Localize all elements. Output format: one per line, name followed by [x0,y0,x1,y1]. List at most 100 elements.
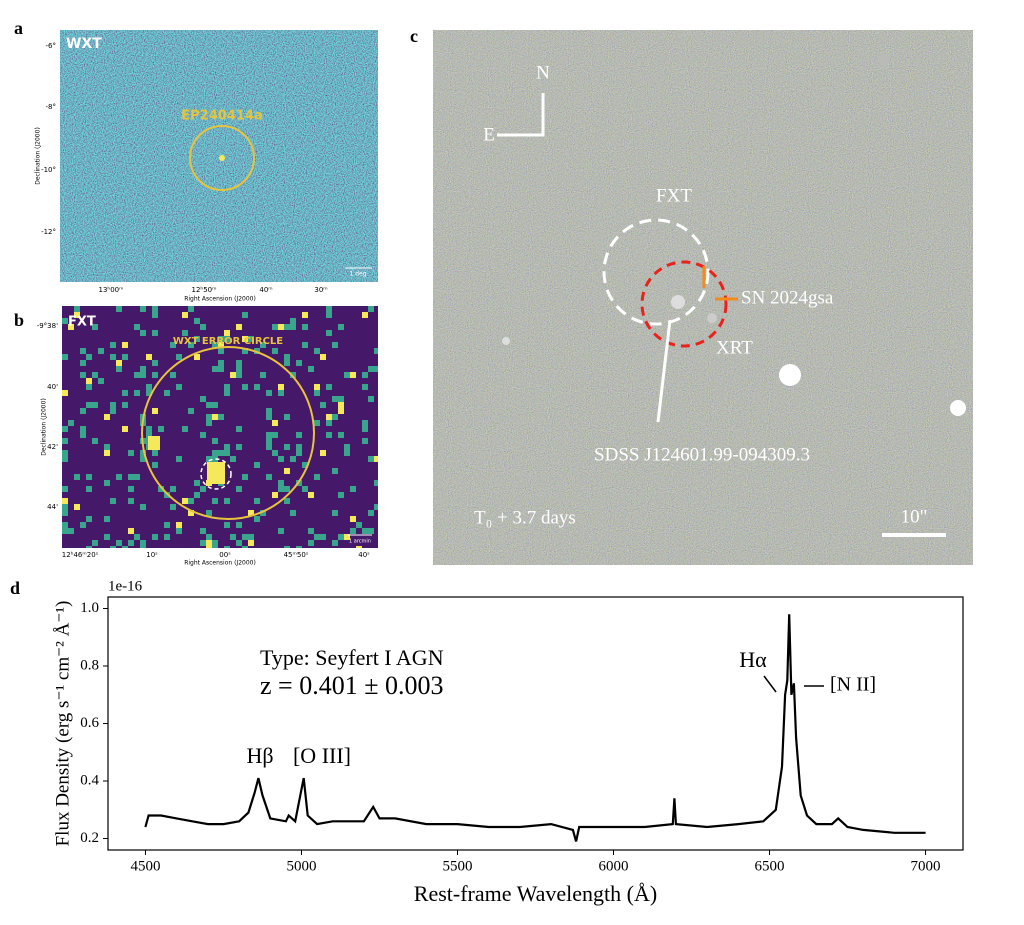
pixel [110,546,116,548]
pixel [182,498,188,504]
pixel [140,540,146,546]
pixel [296,432,302,438]
pixel [62,498,68,504]
panel-letter: a [14,18,23,38]
pixel [206,540,212,546]
pixel [224,330,230,336]
bright-pixel [207,462,225,484]
pixel [350,486,356,492]
pixel [140,504,146,510]
pixel [188,510,194,516]
pixel [290,318,296,324]
pixel [236,366,242,372]
pixel [332,540,338,546]
pixel [290,456,296,462]
pixel [134,534,140,540]
pixel [122,426,128,432]
pixel [326,330,332,336]
pixel [134,474,140,480]
pixel [272,420,278,426]
annotation: z = 0.401 ± 0.003 [260,671,443,700]
pixel [104,450,110,456]
pixel [212,450,218,456]
pixel [218,360,224,366]
pixel [140,546,146,548]
pixel [230,534,236,540]
spectrum-line [144,614,926,842]
pixel [206,402,212,408]
pixel [368,306,374,312]
pixel [314,420,320,426]
pixel [200,540,206,546]
pixel [374,456,378,462]
pixel [242,384,248,390]
pixel [146,354,152,360]
pixel [98,348,104,354]
pixel [260,510,266,516]
pixel [290,372,296,378]
pixel [164,534,170,540]
pixel [290,324,296,330]
compass-east: E [483,124,495,145]
pixel [266,438,272,444]
pixel [92,402,98,408]
pixel [338,408,344,414]
instrument-label: WXT [66,36,102,52]
pixel [218,342,224,348]
pixel [278,390,284,396]
pixel [212,402,218,408]
pixel [128,528,134,534]
pixel [266,474,272,480]
pixel [302,462,308,468]
y-tick-label: 0.6 [80,715,99,731]
pixel [242,312,248,318]
pixel [248,336,254,342]
pixel [146,426,152,432]
pixel [62,510,68,516]
pixel [260,372,266,378]
pixel [344,372,350,378]
pixel [104,414,110,420]
pixel [86,546,92,548]
pixel [368,510,374,516]
pixel [200,432,206,438]
pixel [104,444,110,450]
x-tick-label: 40ˢ [358,551,370,559]
star [502,337,510,345]
pixel [176,384,182,390]
pixel [152,450,158,456]
pixel [242,546,248,548]
y-tick-label: 0.8 [80,657,99,673]
pixel [206,456,212,462]
circle-label: WXT ERROR CIRCLE [173,336,283,347]
scale-label: 1 arcmin [349,539,371,545]
star [950,400,966,416]
pixel [272,492,278,498]
pixel [296,546,302,548]
pixel [86,378,92,384]
pixel [206,414,212,420]
pixel [200,528,206,534]
scale-label: 10" [901,506,928,527]
panel-letter: d [10,578,20,598]
pixel [278,324,284,330]
pixel [284,324,290,330]
pixel [362,420,368,426]
pixel [146,432,152,438]
pixel [62,438,68,444]
pixel [284,360,290,366]
pixel [92,372,98,378]
pixel [308,366,314,372]
x-tick-label: 10ˢ [146,551,158,559]
pixel [230,372,236,378]
pixel [116,366,122,372]
fxt-label: FXT [656,185,692,206]
pixel [68,324,74,330]
pixel [266,444,272,450]
pixel [308,492,314,498]
pixel [194,336,200,342]
pixel [218,336,224,342]
pixel [62,486,68,492]
pixel [86,354,92,360]
